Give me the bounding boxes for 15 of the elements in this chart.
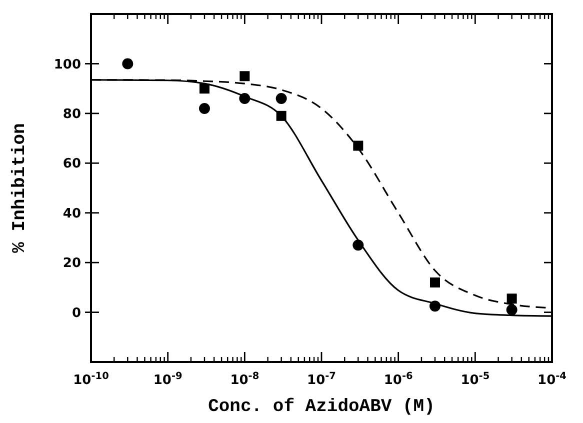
y-tick-label: 40 (62, 206, 81, 222)
x-tick-label: 10$^{-9}$ (153, 370, 183, 388)
y-tick-label: 20 (62, 256, 81, 272)
x-tick-label: 10$^{-7}$ (307, 370, 336, 388)
y-tick-label: 80 (62, 106, 81, 122)
x-tick-label: 10$^{-10}$ (73, 370, 110, 388)
x-tick-label: 10$^{-8}$ (230, 370, 260, 388)
x-tick-label: 10$^{-5}$ (460, 370, 490, 388)
x-tick-label: 10$^{-4}$ (538, 370, 567, 388)
y-axis-title: % Inhibition (10, 123, 30, 253)
x-tick-label: 10$^{-6}$ (384, 370, 414, 388)
y-tick-label: 0 (72, 306, 81, 321)
x-axis-title: Conc. of AzidoABV (M) (208, 397, 435, 417)
y-tick-label: 100 (54, 57, 81, 72)
y-tick-label: 60 (62, 156, 81, 172)
